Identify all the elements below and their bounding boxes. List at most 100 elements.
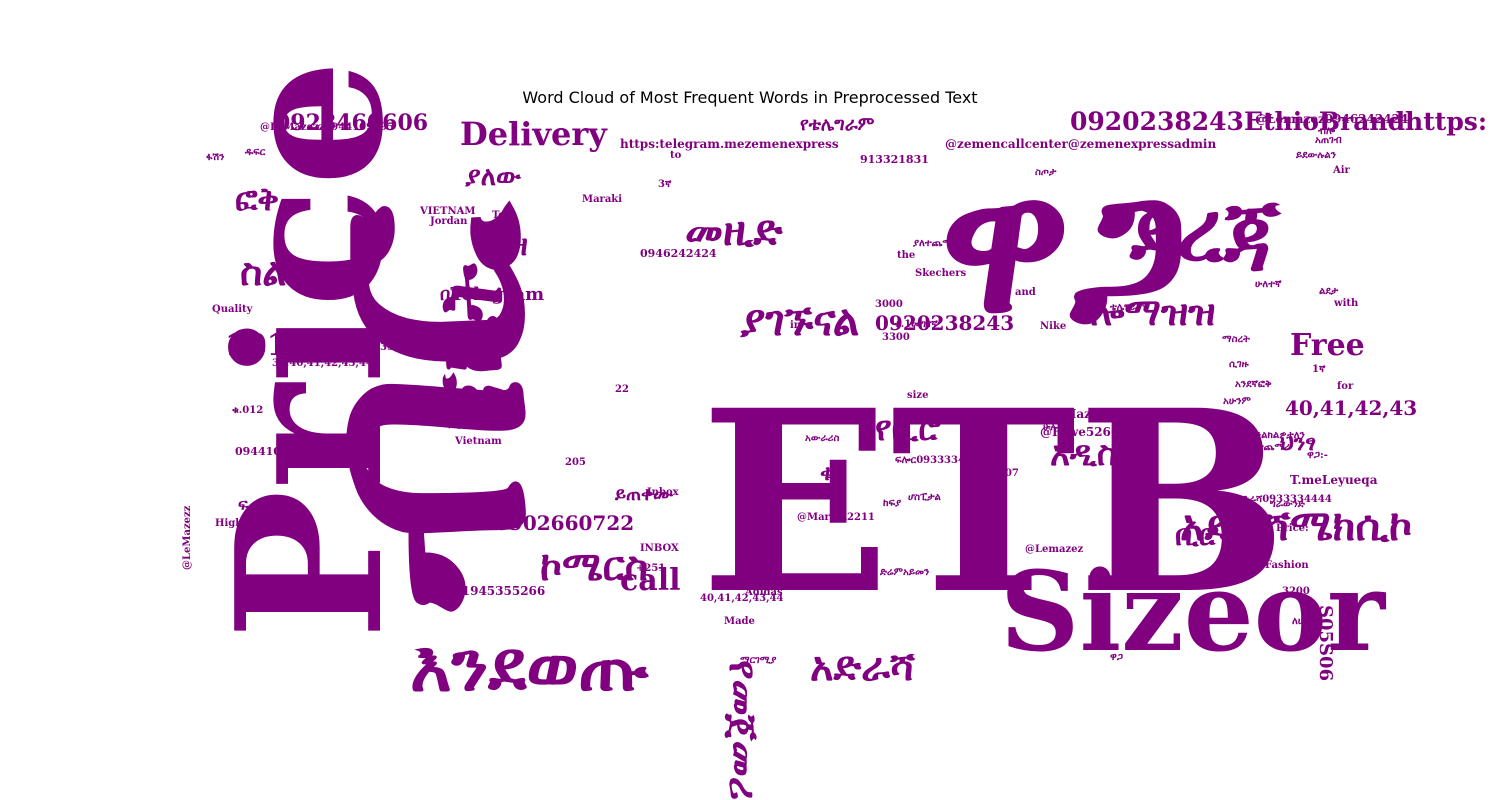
- word-91: ቁ.012: [232, 405, 263, 416]
- word-30: 40,41,42,43: [1285, 396, 1417, 420]
- word-52: Vietnam: [454, 436, 502, 447]
- word-2: Price: [193, 59, 428, 640]
- word-82: Air: [1332, 165, 1351, 176]
- word-5: እንደወጡ: [410, 624, 649, 707]
- word-19: ፎቅ: [235, 180, 279, 218]
- word-18: 0928460606: [275, 110, 428, 136]
- word-51: VIETNAM: [419, 206, 475, 217]
- word-85: size: [907, 390, 928, 401]
- word-61: Brand: [806, 581, 840, 592]
- word-53: Jordan: [429, 216, 468, 227]
- word-103: ልደታ: [1319, 286, 1339, 297]
- word-22: አዲስ: [1050, 434, 1117, 474]
- word-12: ኮሜርስ: [540, 543, 648, 590]
- word-7: ደረጃ: [1129, 181, 1282, 281]
- word-38: @Lemazez0946242424: [1255, 112, 1408, 126]
- word-106: አሁንም: [1223, 396, 1251, 407]
- word-88: 1ኛ: [1312, 364, 1327, 375]
- word-34: የቴሌግራም: [800, 114, 875, 135]
- word-3: ዋጋ: [940, 132, 1188, 355]
- word-78: with: [1333, 298, 1359, 309]
- word-29: 0902660722: [495, 511, 634, 535]
- word-10: የመጀመሪያ: [720, 660, 767, 800]
- word-64: Maraki: [582, 194, 622, 205]
- word-16: Delivery: [460, 115, 608, 153]
- word-112: አውራሪስ: [805, 433, 840, 444]
- word-66: @Lemazez: [1025, 544, 1083, 555]
- word-57: Fashion: [1265, 560, 1309, 571]
- word-23: የቢሮ: [875, 409, 941, 449]
- word-100: እንልክልዎታለን: [1250, 430, 1306, 441]
- word-120: ቴሌግራም: [1110, 302, 1147, 313]
- word-70: 3300: [882, 332, 910, 343]
- word-113: ፍሎር0933334444: [895, 455, 986, 466]
- word-17: 0920238243EthioBrandhttps:: [1070, 107, 1487, 136]
- word-32: ቁ.: [820, 460, 843, 486]
- word-56: Nike: [1040, 321, 1066, 332]
- word-121: ዋጋ: [1110, 652, 1123, 663]
- word-107: አበባ,: [1229, 437, 1250, 448]
- word-50: 913321831: [860, 153, 929, 166]
- word-86: 22: [615, 384, 629, 395]
- word-46: 0944109295: [235, 445, 312, 458]
- word-62: Inbox: [647, 487, 680, 498]
- word-84: leather: [1132, 510, 1143, 551]
- word-25: call: [620, 563, 681, 598]
- word-119: ለሁሉም: [1292, 616, 1322, 627]
- word-41: +251945355266: [435, 584, 545, 598]
- word-27: Free: [1290, 328, 1365, 363]
- word-102: ሁለተኛ: [1255, 279, 1283, 290]
- word-58: Quality: [212, 304, 254, 315]
- word-95: ብሎ: [1318, 126, 1336, 137]
- word-116: ማርገሚያ: [740, 655, 776, 666]
- word-6: ጃኬት: [421, 263, 521, 431]
- word-65: @Maraki2211: [797, 512, 875, 523]
- word-73: 205: [565, 457, 586, 468]
- word-26: 101: [225, 328, 288, 363]
- word-105: አንደኛፎቅ: [1235, 379, 1272, 390]
- word-15: ሎማዝዝ: [1090, 289, 1216, 334]
- word-98: ያለተጨማሪ: [913, 238, 958, 249]
- word-11: መዚድ: [685, 206, 783, 255]
- word-71: 3500: [380, 342, 408, 353]
- word-76: and: [1015, 287, 1036, 298]
- word-72: 3200: [1282, 586, 1310, 597]
- word-8: አድራሻሜክሲኮ: [1180, 501, 1412, 550]
- word-114: አድራሻ0933334444: [1236, 494, 1332, 505]
- word-115: ድሬምአይመን: [879, 567, 930, 578]
- word-92: ቁ.1መግናኛ: [894, 319, 939, 330]
- word-108: ግራውንድ: [1269, 499, 1305, 510]
- word-74: 107: [998, 468, 1019, 479]
- word-20: ፕላዛ: [474, 228, 528, 263]
- word-4: Sizeor: [1000, 547, 1387, 676]
- word-96: ይደውሉልን: [1296, 150, 1337, 161]
- word-60: Made: [724, 616, 755, 627]
- word-79: for: [1337, 381, 1354, 392]
- word-67: @LeMazezz: [182, 505, 193, 570]
- word-13: አድራሻ: [810, 643, 916, 690]
- word-44: T.meLeyueqa: [1290, 473, 1378, 487]
- word-24: ቢሮ: [1175, 518, 1219, 553]
- word-81: to: [670, 150, 682, 161]
- word-87: 3ኛ: [658, 179, 673, 190]
- word-77: the: [897, 250, 915, 261]
- word-89: ፋሽን: [206, 152, 225, 163]
- word-90: ዱፍር: [244, 147, 266, 158]
- word-47: @LeMazezz0944109295: [260, 122, 394, 133]
- word-110: ከፍያ: [883, 498, 901, 509]
- word-93: ስጦታ: [1035, 167, 1057, 178]
- word-94: አጠገብ: [1315, 135, 1342, 146]
- word-83: Tera: [492, 210, 517, 221]
- word-99: ሲገዙ: [1229, 359, 1250, 370]
- word-97: ለተጨማሪ: [1251, 442, 1290, 453]
- word-0: ብር: [238, 198, 591, 614]
- word-28: 0920238243: [875, 311, 1014, 335]
- word-37: ፍሬ: [238, 495, 260, 514]
- word-69: 3000: [875, 299, 903, 310]
- word-9: ያገኙናል: [740, 296, 859, 345]
- word-109: ማዘዝ: [970, 506, 992, 517]
- word-55: Adidas: [744, 587, 783, 598]
- chart-title: Word Cloud of Most Frequent Words in Pre…: [522, 88, 978, 107]
- word-33: በTelegram: [440, 284, 544, 305]
- word-45: 0946242424: [640, 247, 717, 260]
